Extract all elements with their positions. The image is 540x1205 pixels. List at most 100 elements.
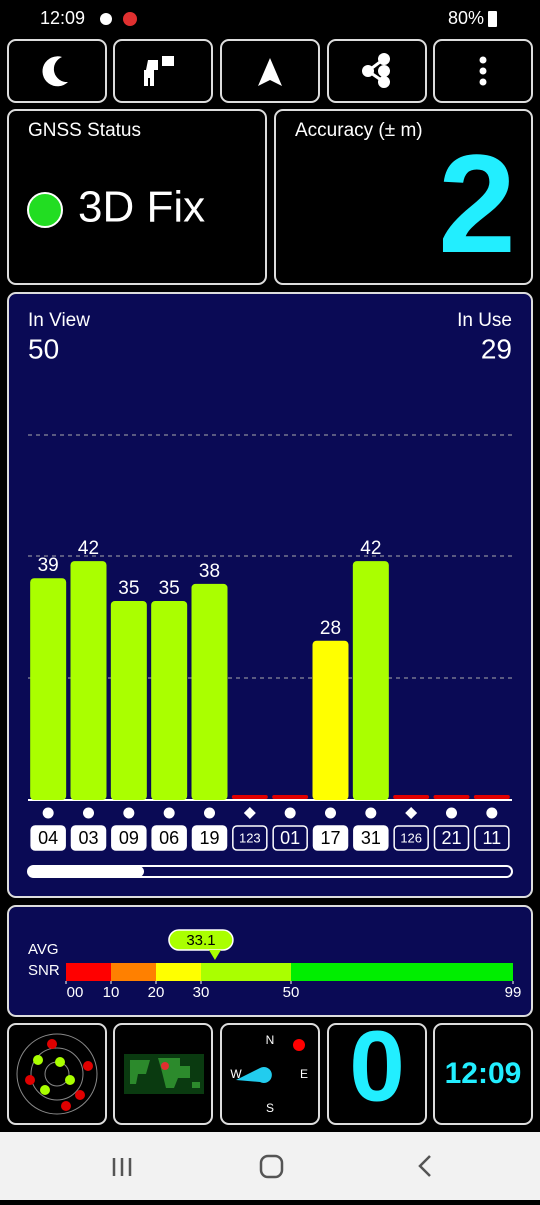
sat-id: 04	[38, 828, 58, 848]
gnss-panel	[7, 109, 267, 285]
snr-segment	[201, 963, 291, 981]
empty-bar	[433, 795, 470, 799]
empty-bar	[473, 795, 510, 799]
sat-id-box	[353, 825, 389, 851]
compass-w: W	[230, 1067, 242, 1081]
accuracy-panel	[274, 109, 533, 285]
marker	[405, 807, 418, 819]
grid	[28, 434, 512, 679]
sat-id: 17	[320, 828, 340, 848]
sun-marker	[293, 1039, 305, 1051]
nav-bar	[0, 1132, 540, 1200]
snr-label: SNR	[28, 962, 60, 979]
compass-e: E	[300, 1067, 308, 1081]
sat-id-box	[30, 825, 66, 851]
bar	[110, 600, 147, 800]
snr-segment	[156, 963, 201, 981]
in-use-value: 29	[481, 333, 512, 364]
marker	[284, 807, 296, 819]
compass-needle	[236, 1067, 272, 1083]
moon-icon	[42, 56, 68, 87]
sat-id-box	[232, 825, 268, 851]
marker	[365, 807, 377, 819]
clock-tile[interactable]	[433, 1023, 533, 1125]
x-tick-label: 30	[193, 984, 210, 1001]
clock-value: 12:09	[445, 1057, 522, 1090]
bar	[30, 578, 67, 800]
marker	[243, 807, 256, 819]
bar	[151, 600, 188, 800]
value-label: 35	[159, 578, 180, 599]
battery-level: 80%	[448, 8, 484, 28]
avg-value: 33.1	[186, 932, 215, 949]
empty-bar	[231, 795, 268, 799]
x-tick-label: 50	[283, 984, 300, 1001]
share-button[interactable]	[327, 39, 427, 103]
accuracy-title: Accuracy (± m)	[295, 120, 423, 141]
night-button[interactable]	[7, 39, 107, 103]
marker	[83, 807, 94, 819]
sat-id-box	[433, 825, 470, 851]
marker	[325, 807, 336, 819]
scroll-thumb[interactable]	[28, 866, 144, 877]
sat-id-box	[70, 825, 107, 851]
sat-id: 21	[441, 828, 461, 848]
count-tile[interactable]	[327, 1023, 427, 1125]
bar	[352, 561, 389, 800]
unlock-button[interactable]	[113, 39, 213, 103]
count-value: 0	[349, 1010, 405, 1122]
x-tick-label: 20	[148, 984, 165, 1001]
marker	[446, 807, 457, 819]
app-icon	[123, 12, 137, 26]
marker	[42, 807, 54, 819]
bar	[312, 640, 349, 800]
empty-bar	[272, 795, 309, 799]
sat-id-box	[474, 825, 510, 851]
clock: 12:09	[40, 8, 85, 28]
marker	[486, 807, 498, 819]
empty-bar	[393, 795, 430, 799]
in-use-label: In Use	[457, 310, 512, 331]
sat-id-box	[151, 825, 187, 851]
sat-id: 09	[119, 828, 139, 848]
person-icon	[144, 56, 174, 86]
menu-icon	[479, 56, 487, 86]
bar	[191, 583, 228, 800]
sat-id-box	[393, 825, 429, 851]
value-label: 38	[199, 561, 220, 582]
recents-button[interactable]	[112, 1158, 132, 1176]
settings-icon	[100, 13, 112, 25]
sat-id: 123	[239, 830, 261, 845]
marker	[204, 807, 215, 819]
arrow-icon	[258, 58, 282, 86]
sat-id: 19	[199, 828, 219, 848]
snr-segment	[66, 963, 111, 981]
sat-id-box	[191, 825, 228, 851]
sat-id: 03	[78, 828, 98, 848]
sat-id: 01	[280, 828, 300, 848]
sat-id: 06	[159, 828, 179, 848]
value-label: 42	[78, 538, 99, 559]
battery-icon	[488, 11, 497, 27]
accuracy-value: 2	[438, 125, 516, 282]
sat-id-box	[312, 825, 349, 851]
snr-panel	[7, 905, 533, 1017]
sky-plot	[16, 1033, 98, 1115]
home-button[interactable]	[259, 1154, 284, 1179]
sat-id-box	[272, 825, 308, 851]
value-label: 42	[360, 538, 381, 559]
in-view-value: 50	[28, 333, 59, 364]
value-label: 39	[38, 555, 59, 576]
back-button[interactable]	[418, 1155, 431, 1177]
x-tick-label: 10	[103, 984, 120, 1001]
avg-pointer	[168, 929, 234, 951]
x-tick-label: 99	[505, 984, 522, 1001]
value-label: 28	[320, 618, 341, 639]
sat-id: 126	[400, 830, 422, 845]
x-tick-label: 00	[67, 984, 84, 1001]
value-label: 35	[118, 578, 139, 599]
world-map	[124, 1054, 204, 1094]
sky-tile[interactable]	[7, 1023, 107, 1125]
